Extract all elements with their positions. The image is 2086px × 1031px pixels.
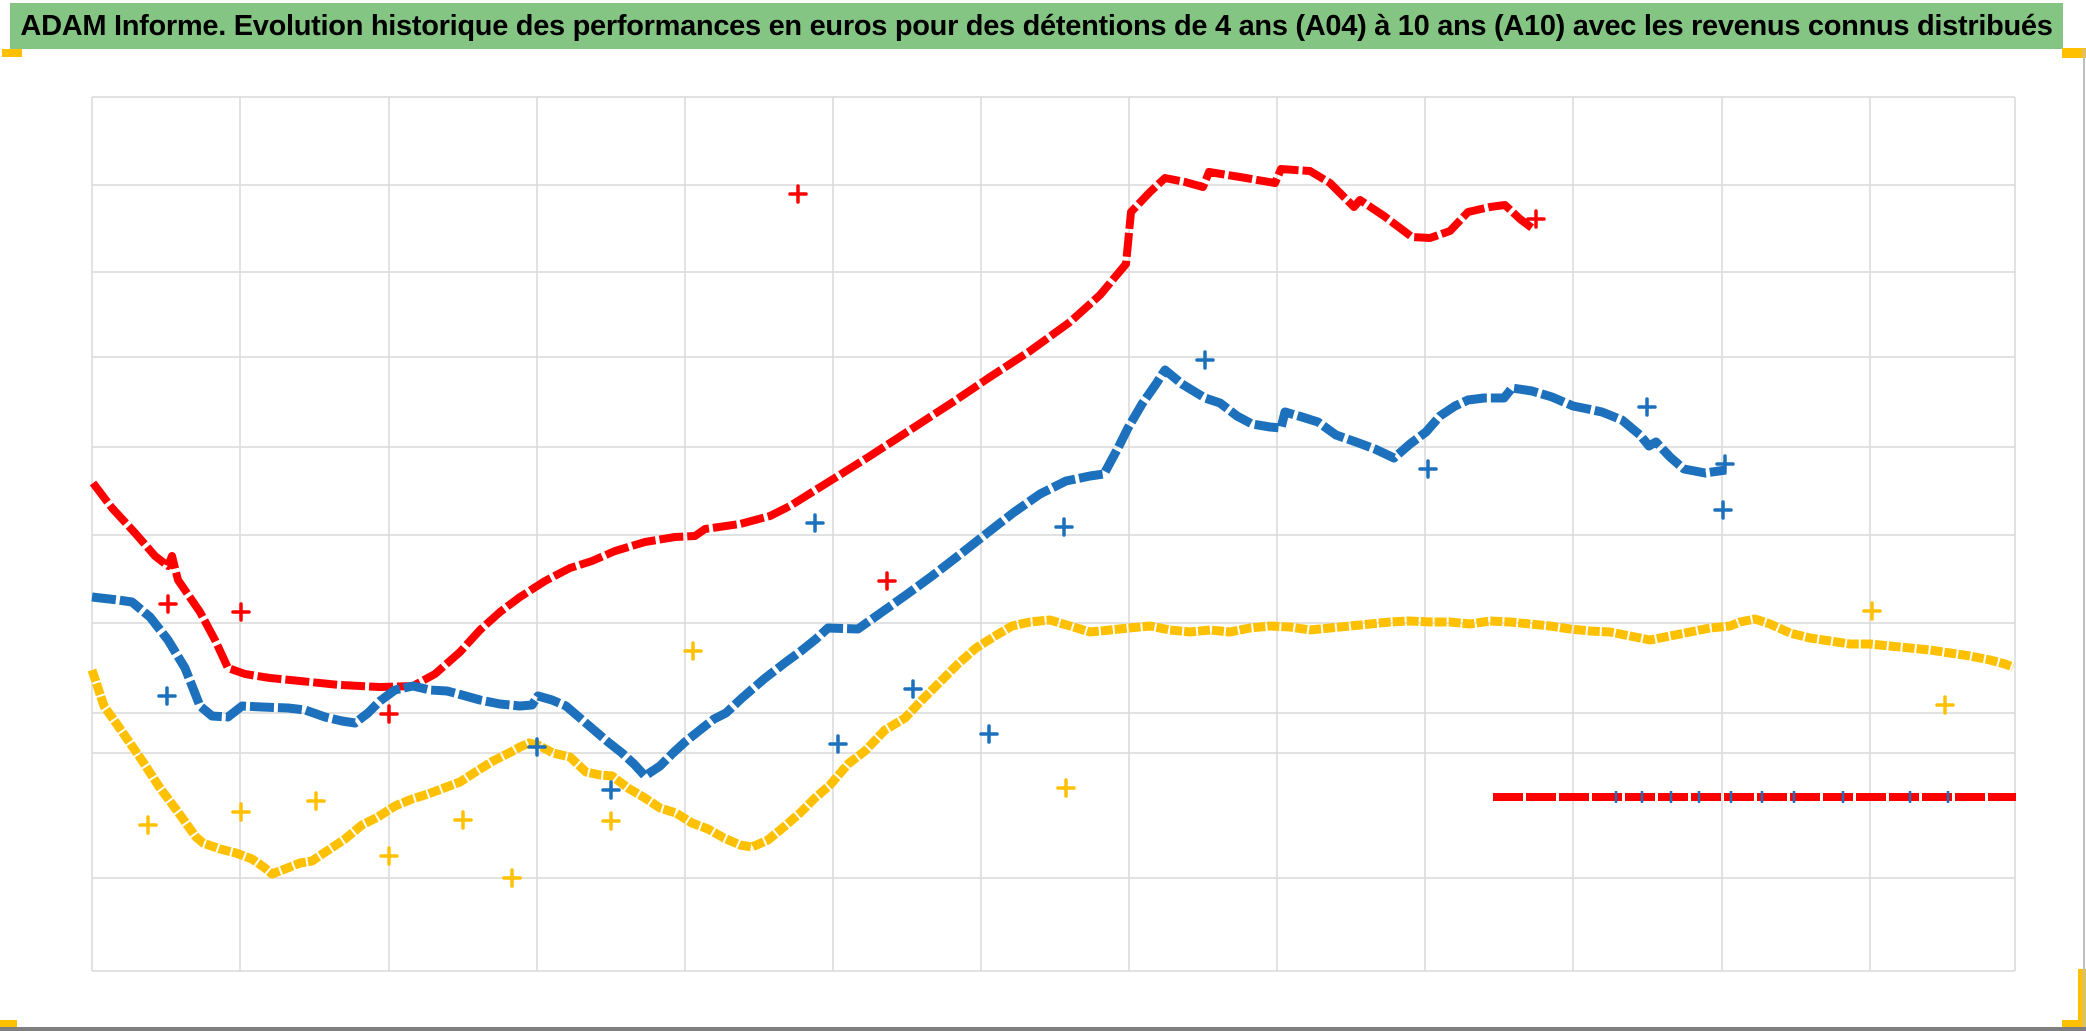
chart-title-text: ADAM Informe. Evolution historique des p… [20,9,2053,42]
window-right-edge [2083,49,2085,1027]
corner-mark-top-left [2,49,22,57]
corner-mark-top-right [2062,48,2086,58]
chart-title-bar: ADAM Informe. Evolution historique des p… [10,3,2063,49]
window-bottom-bar [0,1027,2086,1031]
corner-mark-bottom-left [0,1020,17,1028]
corner-mark-bottom-right-stem [2078,969,2086,1031]
corner-mark-bottom-right-foot [2062,1020,2086,1031]
